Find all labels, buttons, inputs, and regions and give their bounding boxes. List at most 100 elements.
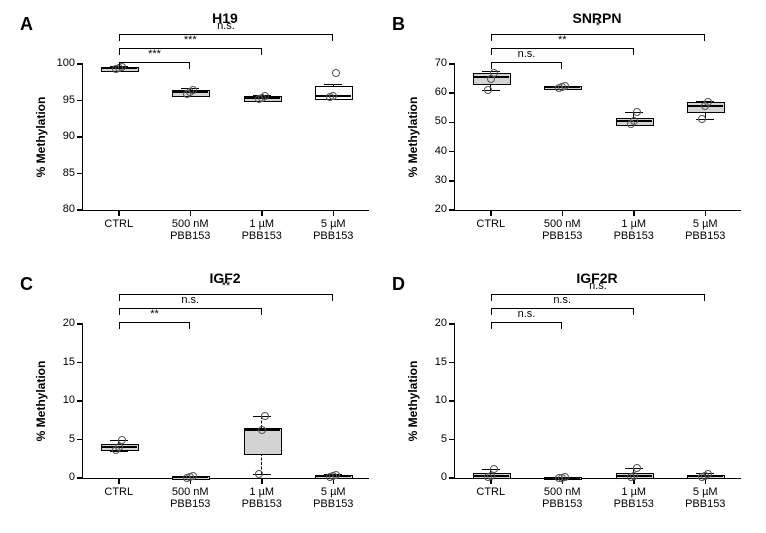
ytick (77, 362, 83, 364)
sig-bracket (491, 322, 563, 324)
xcat-label: 5 µM PBB153 (298, 486, 370, 510)
sig-bracket (119, 294, 334, 296)
data-point (261, 412, 269, 420)
ytick (449, 209, 455, 211)
xcat-label: CTRL (83, 486, 155, 498)
figure-root: AH1980859095100CTRL500 nM PBB1531 µM PBB… (0, 0, 766, 533)
sig-bracket (119, 48, 262, 50)
ytick (77, 209, 83, 211)
xcat-label: 500 nM PBB153 (527, 486, 599, 510)
sig-bracket-drop (119, 63, 120, 69)
xtick (490, 210, 492, 216)
ytick (77, 400, 83, 402)
ytick (449, 180, 455, 182)
ytick (449, 362, 455, 364)
sig-label: * (491, 20, 706, 32)
ytick (77, 136, 83, 138)
sig-bracket (119, 308, 262, 310)
xtick (118, 478, 120, 484)
xtick (261, 478, 263, 484)
ytick (77, 477, 83, 479)
panel-C: CIGF205101520CTRL500 nM PBB1531 µM PBB15… (20, 268, 380, 526)
sig-bracket (119, 62, 191, 64)
data-point (490, 69, 498, 77)
xcat-label: 5 µM PBB153 (670, 218, 742, 242)
ytick (449, 63, 455, 65)
sig-bracket-drop (261, 309, 262, 315)
ylabel-C: % Methylation (34, 324, 48, 478)
ytick (449, 92, 455, 94)
xtick (633, 210, 635, 216)
sig-bracket (119, 34, 334, 36)
ytick (449, 323, 455, 325)
xcat-label: 1 µM PBB153 (226, 218, 298, 242)
xcat-label: 500 nM PBB153 (527, 218, 599, 242)
sig-bracket (491, 62, 563, 64)
panel-A: AH1980859095100CTRL500 nM PBB1531 µM PBB… (20, 8, 380, 258)
sig-bracket-drop (189, 63, 190, 69)
ytick (449, 122, 455, 124)
xcat-label: 5 µM PBB153 (298, 218, 370, 242)
xcat-label: 1 µM PBB153 (598, 486, 670, 510)
ytick (449, 439, 455, 441)
xtick (261, 210, 263, 216)
sig-bracket-drop (261, 49, 262, 55)
sig-bracket-drop (491, 63, 492, 69)
sig-bracket-drop (491, 295, 492, 301)
data-point (189, 86, 197, 94)
sig-bracket-drop (491, 323, 492, 329)
ytick (449, 400, 455, 402)
xtick (118, 210, 120, 216)
xcat-label: 5 µM PBB153 (670, 486, 742, 510)
panel-B: BSNRPN203040506070CTRL500 nM PBB1531 µM … (392, 8, 752, 258)
data-point (490, 465, 498, 473)
sig-bracket-drop (491, 309, 492, 315)
panel-letter-A: A (20, 14, 33, 35)
sig-label: ** (119, 280, 334, 292)
sig-bracket-drop (491, 35, 492, 41)
ytick (77, 100, 83, 102)
sig-bracket-drop (561, 63, 562, 69)
data-point (633, 108, 641, 116)
sig-bracket-drop (332, 35, 333, 41)
data-point (561, 473, 569, 481)
data-point (630, 472, 638, 480)
xcat-label: CTRL (83, 218, 155, 230)
data-point (704, 98, 712, 106)
data-point (704, 470, 712, 478)
ytick (77, 63, 83, 65)
sig-bracket-drop (119, 49, 120, 55)
plot-area-D: 05101520CTRL500 nM PBB1531 µM PBB1535 µM… (454, 324, 741, 479)
data-point (487, 472, 495, 480)
sig-bracket-drop (491, 49, 492, 55)
sig-bracket (491, 308, 634, 310)
xcat-label: CTRL (455, 218, 527, 230)
sig-bracket (491, 294, 706, 296)
sig-label: n.s. (491, 280, 706, 292)
sig-bracket-drop (332, 295, 333, 301)
sig-bracket-drop (704, 35, 705, 41)
data-point (698, 115, 706, 123)
sig-bracket-drop (119, 309, 120, 315)
xtick (705, 210, 707, 216)
data-point (332, 471, 340, 479)
data-point (561, 82, 569, 90)
sig-bracket-drop (119, 323, 120, 329)
data-point (255, 470, 263, 478)
ytick (77, 173, 83, 175)
sig-bracket-drop (633, 309, 634, 315)
plot-area-C: 05101520CTRL500 nM PBB1531 µM PBB1535 µM… (82, 324, 369, 479)
ylabel-B: % Methylation (406, 64, 420, 210)
data-point (329, 92, 337, 100)
data-point (261, 92, 269, 100)
data-point (332, 69, 340, 77)
plot-area-B: 203040506070CTRL500 nM PBB1531 µM PBB153… (454, 64, 741, 211)
xcat-label: 1 µM PBB153 (226, 486, 298, 510)
ylabel-D: % Methylation (406, 324, 420, 478)
sig-bracket-drop (119, 295, 120, 301)
xcat-label: 500 nM PBB153 (155, 218, 227, 242)
data-point (484, 86, 492, 94)
panel-letter-B: B (392, 14, 405, 35)
xtick (333, 210, 335, 216)
sig-bracket (119, 322, 191, 324)
